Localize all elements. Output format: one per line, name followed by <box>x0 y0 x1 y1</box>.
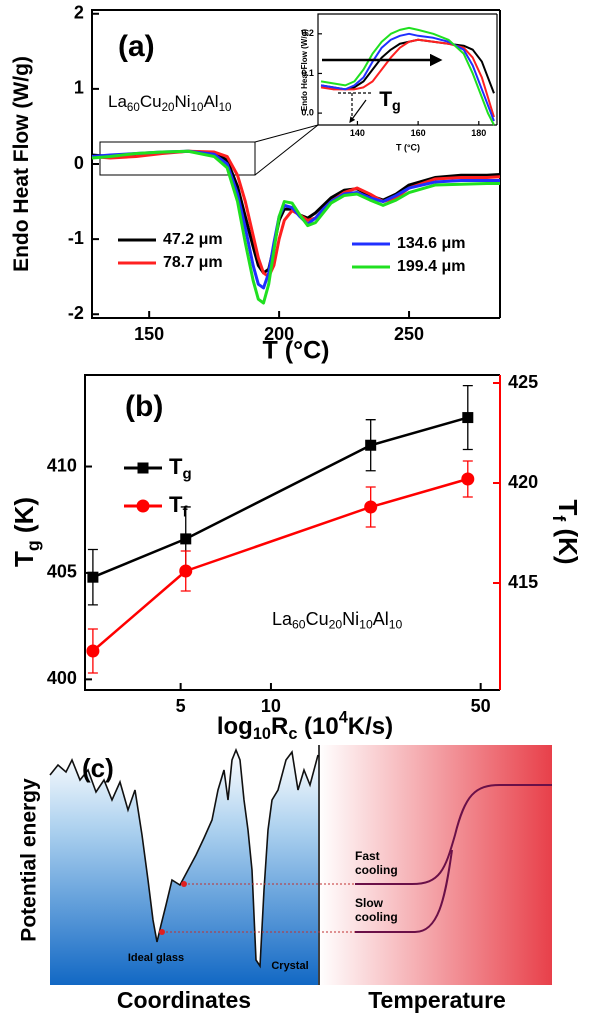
y-tick-label: 2 <box>74 3 84 23</box>
series-line <box>320 32 495 122</box>
inset-background <box>318 14 497 125</box>
panel-0: 150 200 250 -2 -1 0 1 2 47.2 μm 78.7 μm 134.6 μm 19… <box>10 3 501 365</box>
marker <box>87 571 99 583</box>
x-axis-title: Coordinates <box>117 987 251 1013</box>
curve-label: cooling <box>355 910 398 924</box>
marker <box>180 533 192 545</box>
y2-axis-title: Tf (K) <box>550 499 584 564</box>
glass-state <box>159 929 165 935</box>
axes-frame <box>317 13 497 126</box>
state-label: Crystal <box>271 960 308 972</box>
marker <box>461 472 475 486</box>
y-tick-label: 410 <box>47 455 77 475</box>
energy-landscape-fill <box>50 750 318 985</box>
zoom-connector <box>254 124 319 143</box>
diagram-c: (c) Potential energy Coordinates Temperatur… <box>18 745 552 1013</box>
legend-label: Tg <box>169 454 192 483</box>
x-tick-label: 180 <box>471 128 486 138</box>
legend-marker <box>137 462 149 474</box>
y-tick-label: 0.1 <box>301 68 314 78</box>
state-label: Ideal glass <box>128 952 184 964</box>
x-tick-label: 200 <box>264 324 294 344</box>
marker <box>462 412 474 424</box>
y2-tick-label: 425 <box>508 372 538 392</box>
legend-label: Tf <box>169 492 188 521</box>
curve-label: Slow <box>355 896 384 910</box>
glass-state <box>181 881 187 887</box>
y-axis-title: Tg (K) <box>9 497 43 567</box>
curve-label: cooling <box>355 863 398 877</box>
marker <box>364 500 378 514</box>
y-tick-label: 0.2 <box>301 28 314 38</box>
marker <box>179 564 193 578</box>
annotation: La60Cu20Ni10Al10 <box>108 92 231 114</box>
series-line <box>91 149 500 305</box>
y-axis-title: Potential energy <box>18 778 41 942</box>
series-line <box>320 38 495 118</box>
series-line <box>92 477 469 652</box>
temperature-background <box>319 745 552 985</box>
x-tick-label: 5 <box>176 696 186 716</box>
panel-label: (b) <box>125 390 163 423</box>
legend-label: 78.7 μm <box>163 254 223 271</box>
x-tick-label: 150 <box>134 324 164 344</box>
panel-label: (a) <box>118 30 155 63</box>
annotation: La60Cu20Ni10Al10 <box>272 609 403 632</box>
x-tick-label: 140 <box>350 128 365 138</box>
annotation: Tg <box>379 88 401 115</box>
y-tick-label: -2 <box>68 303 84 323</box>
legend-marker <box>136 499 150 513</box>
fast-cooling-curve <box>355 784 552 885</box>
series-line <box>91 149 501 279</box>
y-tick-label: 400 <box>47 668 77 688</box>
axes-frame <box>84 374 500 691</box>
y-tick-label: 0 <box>74 153 84 173</box>
slow-cooling-curve <box>355 849 453 933</box>
series-line <box>92 416 469 579</box>
x-axis-title: T (°C) <box>396 142 420 152</box>
panel-1: 140 160 180 0.0 0.1 0.2 Tg T (°C) Endo Heat Flow… <box>300 13 498 152</box>
y-tick-label: 405 <box>47 562 77 582</box>
x-tick-label: 250 <box>394 324 424 344</box>
y-axis-title: Endo Heat Flow (W/g) <box>300 29 309 112</box>
x-tick-label: 160 <box>411 128 426 138</box>
y-tick-label: -1 <box>68 228 84 248</box>
series-line <box>91 149 500 290</box>
series-line <box>320 38 495 94</box>
x-axis-title: T (°C) <box>263 337 330 365</box>
axes-frame <box>91 9 500 319</box>
legend-label: 134.6 μm <box>397 235 466 252</box>
panel-2: 5 10 50 400 405 410 415 420 425 Tg Tf (b) La60Cu20Ni… <box>9 372 583 744</box>
curve-label: Fast <box>355 849 380 863</box>
x-tick-label: 50 <box>471 696 491 716</box>
marker <box>365 439 377 451</box>
y-tick-label: 0.0 <box>301 107 314 117</box>
x-axis-title: log10Rc (104K/s) <box>217 709 393 744</box>
panel-label: (c) <box>82 753 114 783</box>
marker <box>86 644 100 658</box>
x-tick-label: 10 <box>261 696 281 716</box>
series-line <box>320 26 495 126</box>
y-tick-label: 1 <box>74 78 84 98</box>
zoom-connector <box>254 124 319 176</box>
y2-tick-label: 415 <box>508 572 538 592</box>
legend-label: 47.2 μm <box>163 231 223 248</box>
tg-arrow <box>349 99 367 123</box>
legend-label: 199.4 μm <box>397 258 466 275</box>
y-axis-title: Endo Heat Flow (W/g) <box>10 56 33 272</box>
energy-landscape <box>49 747 319 969</box>
x-axis-title: Temperature <box>368 987 506 1013</box>
y2-tick-label: 420 <box>508 472 538 492</box>
